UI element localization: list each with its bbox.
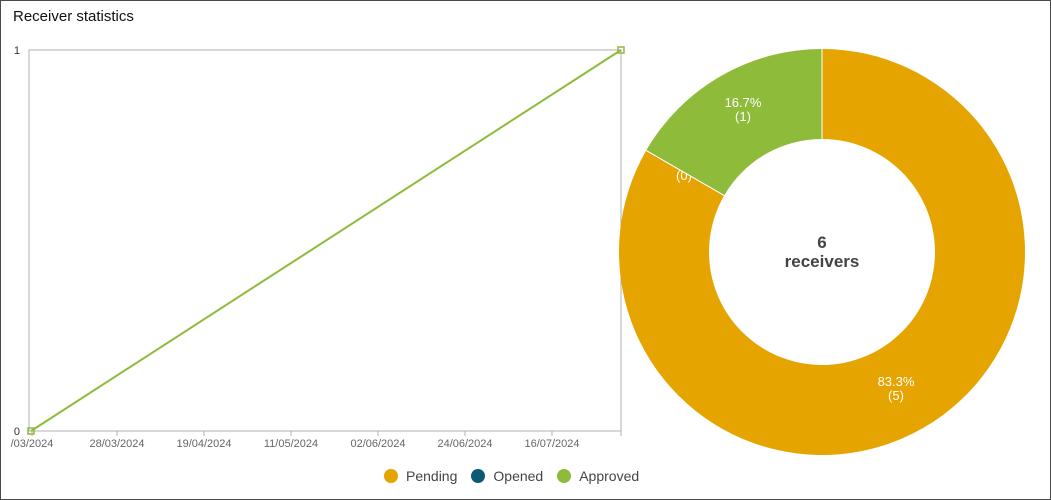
donut-count-label: (5) [888,388,904,403]
donut-slice-approved [646,49,822,196]
legend-item-opened[interactable]: Opened [471,468,543,484]
legend-item-pending[interactable]: Pending [384,468,457,484]
legend-swatch [471,469,486,483]
legend-label: Pending [406,468,458,484]
x-tick-label: /03/2024 [11,438,54,450]
x-tick-label: 02/06/2024 [350,438,405,450]
donut-percent-label: 83.3% [878,374,915,389]
series-point [617,46,625,54]
x-tick-label: 28/03/2024 [89,438,144,450]
legend-label: Approved [579,468,640,484]
x-tick-label: 16/07/2024 [524,438,579,450]
slice-separator [645,149,726,197]
x-tick-label: 19/04/2024 [176,438,231,450]
series-line-approved [30,49,622,432]
panel-title: Receiver statistics [13,8,134,25]
x-tick-label: 24/06/2024 [437,438,492,450]
donut-slice-pending [619,49,1025,455]
y-tick-label: 1 [14,45,20,57]
legend-swatch [557,469,572,483]
donut-center-label: receivers [785,252,860,271]
y-tick-label: 0 [14,426,20,438]
legend-label: Opened [493,468,544,484]
donut-center-value: 6 [817,233,826,252]
legend-swatch [384,469,398,483]
series-point [27,427,35,435]
x-tick-label: 11/05/2024 [264,438,318,450]
donut-count-label: (1) [735,109,751,124]
legend-item-approved[interactable]: Approved [557,468,639,484]
donut-percent-label: 16.7% [725,95,762,110]
chart-legend: Pending Opened Approved [0,468,1051,484]
